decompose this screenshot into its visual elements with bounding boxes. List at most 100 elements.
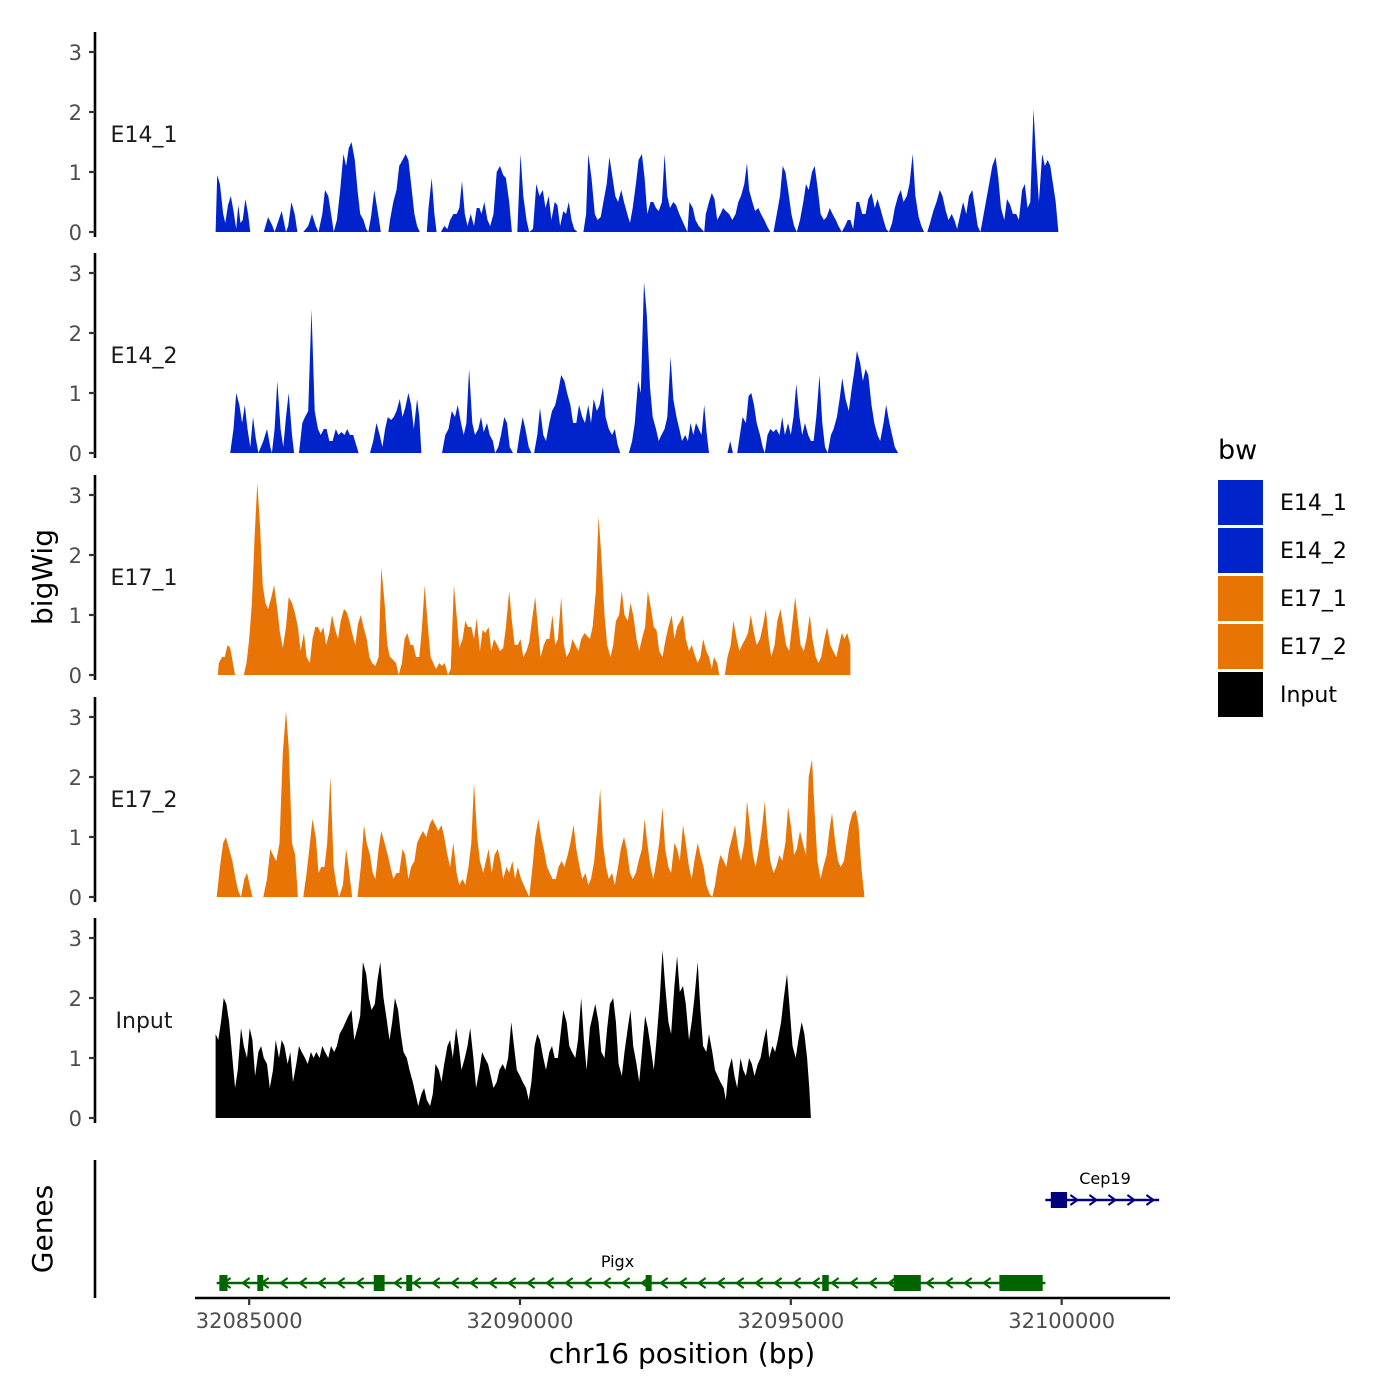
y-tick-label: 1: [69, 604, 82, 628]
coverage-area-E17_1: [217, 483, 851, 675]
strand-arrow: [392, 1277, 403, 1289]
y-tick-label: 1: [69, 382, 82, 406]
legend: bw E14_1 E14_2 E17_1 E17_2 Input: [1218, 435, 1347, 717]
legend-swatch-E14_1: [1218, 480, 1263, 525]
strand-arrow: [715, 1277, 726, 1289]
strand-arrow: [677, 1277, 688, 1289]
y-tick-label: 1: [69, 826, 82, 850]
legend-label-E17_1: E17_1: [1280, 587, 1347, 612]
strand-arrow: [1088, 1194, 1099, 1206]
gene-cep19: Cep19: [1045, 1169, 1160, 1208]
strand-arrow: [1126, 1194, 1137, 1206]
strand-arrow: [316, 1277, 327, 1289]
track-label: E14_2: [111, 344, 178, 369]
strand-arrow: [278, 1277, 289, 1289]
track-Input: 0 1 2 3 Input: [69, 918, 811, 1131]
x-axis-title: chr16 position (bp): [549, 1337, 815, 1370]
strand-arrow: [354, 1277, 365, 1289]
strand-arrow: [753, 1277, 764, 1289]
y-tick-label: 1: [69, 161, 82, 185]
strand-arrow: [620, 1277, 631, 1289]
x-tick-label: 32090000: [467, 1309, 574, 1333]
track-label: E17_1: [111, 566, 178, 591]
strand-arrow: [582, 1277, 593, 1289]
legend-swatch-E14_2: [1218, 528, 1263, 573]
gene-pigx: Pigx: [216, 1252, 1046, 1291]
y-tick-label: 2: [69, 322, 82, 346]
strand-arrow: [411, 1277, 422, 1289]
strand-arrow: [829, 1277, 840, 1289]
gene-exon: [999, 1275, 1043, 1291]
track-E14_1: 0 1 2 3 E14_1: [69, 32, 1059, 245]
y-tick-label: 2: [69, 987, 82, 1011]
legend-swatch-E17_1: [1218, 576, 1263, 621]
y-tick-label: 0: [69, 1107, 82, 1131]
track-E14_2: 0 1 2 3 E14_2: [69, 253, 899, 466]
strand-arrow: [848, 1277, 859, 1289]
coverage-area-E14_2: [230, 282, 899, 453]
y-tick-label: 0: [69, 442, 82, 466]
strand-arrow: [962, 1277, 973, 1289]
strand-arrow: [563, 1277, 574, 1289]
legend-label-Input: Input: [1280, 683, 1337, 708]
x-tick-label: 32095000: [737, 1309, 844, 1333]
strand-arrow: [734, 1277, 745, 1289]
x-axis-ticks: 32085000 32090000 32095000 32100000: [196, 1298, 1115, 1333]
strand-arrow: [1107, 1194, 1118, 1206]
strand-arrow: [658, 1277, 669, 1289]
y-tick-label: 0: [69, 664, 82, 688]
y-tick-label: 2: [69, 101, 82, 125]
gene-exon: [373, 1275, 385, 1291]
y-tick-label: 0: [69, 886, 82, 910]
strand-arrow: [696, 1277, 707, 1289]
strand-arrow: [335, 1277, 346, 1289]
strand-arrow: [240, 1277, 251, 1289]
x-tick-label: 32085000: [196, 1309, 303, 1333]
y-tick-label: 3: [69, 41, 82, 65]
track-label: Input: [116, 1009, 173, 1034]
strand-arrow: [810, 1277, 821, 1289]
strand-arrow: [924, 1277, 935, 1289]
legend-swatch-E17_2: [1218, 624, 1263, 669]
legend-label-E14_1: E14_1: [1280, 491, 1347, 516]
strand-arrow: [867, 1277, 878, 1289]
strand-arrow: [772, 1277, 783, 1289]
strand-arrow: [886, 1277, 897, 1289]
y-tick-label: 0: [69, 221, 82, 245]
strand-arrow: [468, 1277, 479, 1289]
y-tick-label: 3: [69, 262, 82, 286]
y-tick-label: 3: [69, 706, 82, 730]
track-label: E14_1: [111, 123, 178, 148]
gene-exon: [822, 1275, 829, 1291]
strand-arrow: [487, 1277, 498, 1289]
gene-exon: [893, 1275, 921, 1291]
y-tick-label: 2: [69, 544, 82, 568]
gene-exon: [645, 1275, 652, 1291]
strand-arrow: [791, 1277, 802, 1289]
y-tick-label: 3: [69, 484, 82, 508]
strand-arrow: [981, 1277, 992, 1289]
y-tick-label: 1: [69, 1047, 82, 1071]
y-axis-title: bigWig: [26, 529, 59, 625]
y-tick-label: 2: [69, 766, 82, 790]
gene-models: Cep19 Pigx: [216, 1169, 1160, 1291]
coverage-area-E17_2: [216, 711, 865, 897]
track-label: E17_2: [111, 788, 178, 813]
y-tick-label: 3: [69, 927, 82, 951]
gene-exon: [406, 1275, 413, 1291]
gene-label: Cep19: [1079, 1169, 1131, 1188]
strand-arrow: [506, 1277, 517, 1289]
coverage-area-E14_1: [215, 109, 1059, 232]
track-E17_1: 0 1 2 3 E17_1: [69, 475, 851, 688]
gene-exon: [219, 1275, 228, 1291]
x-tick-label: 32100000: [1008, 1309, 1115, 1333]
gene-exon: [1050, 1192, 1068, 1208]
strand-arrow: [544, 1277, 555, 1289]
legend-label-E14_2: E14_2: [1280, 539, 1347, 564]
strand-arrow: [1069, 1194, 1080, 1206]
strand-arrow: [525, 1277, 536, 1289]
strand-arrow: [430, 1277, 441, 1289]
genes-axis-title: Genes: [26, 1185, 59, 1273]
coverage-area-Input: [215, 950, 811, 1118]
